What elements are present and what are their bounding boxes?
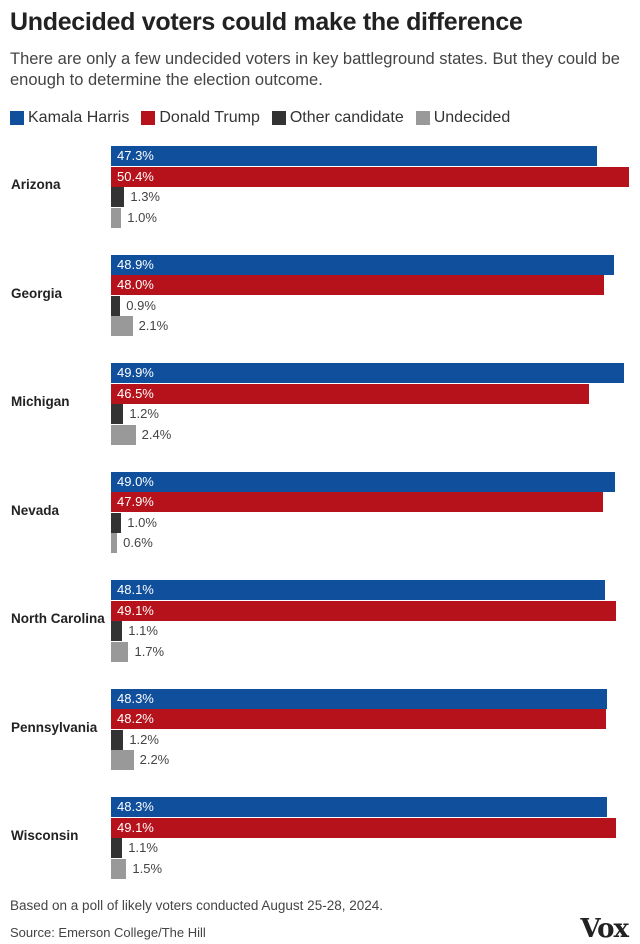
chart-subtitle: There are only a few undecided voters in… (10, 50, 620, 89)
data-label-other-wisconsin: 1.1% (128, 840, 158, 856)
state-label-pennsylvania: Pennsylvania (11, 719, 98, 735)
bar-other-wisconsin (111, 838, 123, 859)
data-label-other-north-carolina: 1.1% (128, 623, 158, 639)
legend-item-undecided: Undecided (415, 109, 511, 127)
data-label-harris-pennsylvania: 48.3% (117, 690, 154, 706)
state-label-north-carolina: North Carolina (11, 611, 105, 627)
bar-harris-pennsylvania (111, 688, 608, 709)
bar-other-nevada (111, 512, 122, 533)
state-label-arizona: Arizona (11, 177, 61, 193)
state-label-michigan: Michigan (11, 394, 70, 410)
bar-trump-arizona (111, 166, 629, 187)
chart-source: Source: Emerson College/The Hill (10, 925, 206, 940)
legend-swatch-undecided (415, 111, 430, 125)
bar-harris-wisconsin (111, 797, 608, 817)
legend-swatch-harris (10, 111, 24, 125)
data-label-harris-georgia: 48.9% (117, 256, 154, 272)
bar-harris-georgia (111, 254, 614, 275)
bar-undecided-wisconsin (111, 858, 127, 879)
data-label-undecided-north-carolina: 1.7% (134, 643, 165, 659)
data-label-trump-pennsylvania: 48.2% (117, 711, 154, 727)
data-label-trump-north-carolina: 49.1% (117, 602, 154, 618)
chart-note: Based on a poll of likely voters conduct… (10, 898, 383, 913)
legend-label-harris: Kamala Harris (28, 109, 130, 126)
data-label-undecided-arizona: 1.0% (127, 209, 157, 225)
bar-undecided-michigan (111, 424, 136, 445)
legend-item-other: Other candidate (271, 109, 404, 127)
bar-undecided-arizona (111, 207, 122, 228)
data-label-undecided-michigan: 2.4% (141, 426, 172, 442)
bar-other-pennsylvania (111, 729, 124, 750)
vox-logo: Vox (580, 914, 629, 944)
bar-other-north-carolina (111, 621, 123, 642)
bar-trump-pennsylvania (111, 709, 607, 730)
bar-harris-michigan (111, 363, 624, 383)
bar-harris-nevada (111, 471, 615, 492)
chart-legend: Kamala Harris Donald Trump Other candidate… (10, 108, 522, 128)
bar-trump-north-carolina (111, 600, 616, 621)
data-label-other-michigan: 1.2% (129, 406, 159, 422)
bar-harris-north-carolina (111, 580, 606, 600)
data-label-trump-nevada: 47.9% (117, 494, 154, 510)
data-label-harris-nevada: 49.0% (117, 473, 154, 489)
legend-label-trump: Donald Trump (159, 109, 260, 126)
bar-trump-wisconsin (111, 817, 616, 838)
legend-item-harris: Kamala Harris (10, 109, 129, 127)
data-label-trump-arizona: 50.4% (117, 168, 154, 184)
data-label-harris-arizona: 47.3% (117, 148, 154, 163)
data-label-other-pennsylvania: 1.2% (129, 731, 159, 747)
data-label-other-nevada: 1.0% (127, 514, 157, 530)
data-label-other-georgia: 0.9% (126, 297, 156, 313)
legend-label-other: Other candidate (289, 109, 404, 126)
bar-trump-michigan (111, 383, 589, 404)
state-label-wisconsin: Wisconsin (11, 828, 79, 844)
bar-trump-nevada (111, 492, 604, 513)
data-label-undecided-nevada: 0.6% (123, 535, 153, 551)
data-label-trump-georgia: 48.0% (117, 277, 154, 293)
state-label-nevada: Nevada (11, 502, 60, 518)
data-label-undecided-pennsylvania: 2.2% (139, 752, 170, 768)
legend-swatch-trump (141, 111, 156, 125)
data-label-undecided-georgia: 2.1% (138, 318, 169, 334)
data-label-harris-wisconsin: 48.3% (117, 799, 154, 814)
bar-other-georgia (111, 295, 121, 316)
data-label-harris-north-carolina: 48.1% (117, 582, 154, 597)
legend-label-undecided: Undecided (433, 109, 511, 126)
bar-other-arizona (111, 187, 125, 208)
data-label-harris-michigan: 49.9% (117, 365, 154, 380)
state-label-georgia: Georgia (11, 285, 63, 301)
bar-harris-arizona (111, 146, 598, 166)
bar-other-michigan (111, 404, 124, 425)
legend-item-trump: Donald Trump (141, 109, 260, 127)
data-label-trump-michigan: 46.5% (117, 385, 154, 401)
chart-title: Undecided voters could make the differen… (10, 8, 523, 36)
bar-trump-georgia (111, 275, 605, 296)
bar-undecided-pennsylvania (111, 750, 134, 771)
bar-undecided-nevada (111, 533, 118, 554)
data-label-undecided-wisconsin: 1.5% (132, 860, 163, 876)
data-label-other-arizona: 1.3% (130, 189, 160, 205)
bar-undecided-georgia (111, 316, 133, 337)
data-label-trump-wisconsin: 49.1% (117, 819, 154, 835)
bar-undecided-north-carolina (111, 641, 129, 662)
legend-swatch-other (271, 111, 286, 125)
